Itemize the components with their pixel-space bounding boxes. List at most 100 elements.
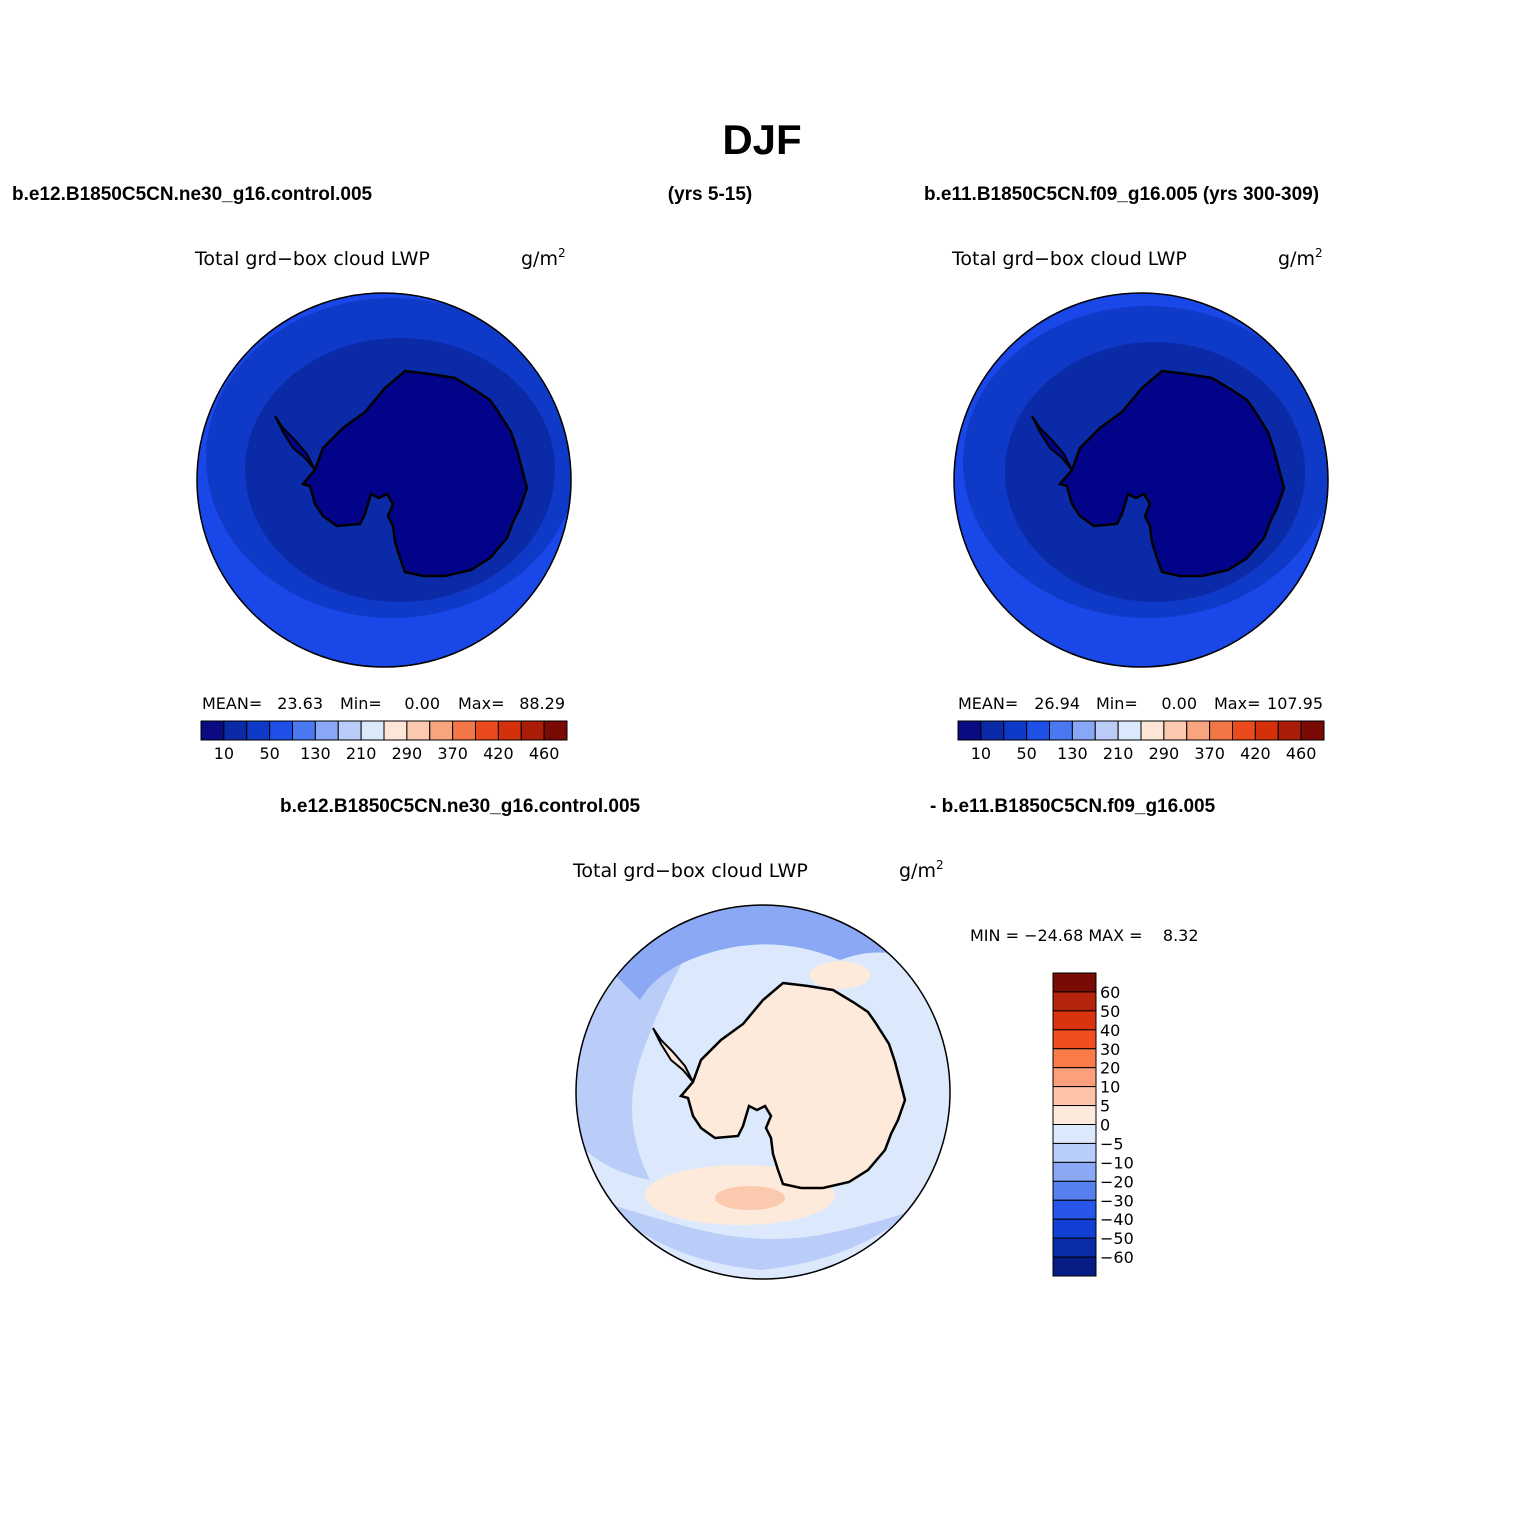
colorbar-swatch bbox=[1052, 1086, 1097, 1107]
colorbar-tick-label: 0 bbox=[1100, 1116, 1110, 1135]
colorbar-swatch bbox=[314, 720, 339, 741]
map-comparison bbox=[954, 293, 1328, 667]
colorbar-tick-label: 460 bbox=[1286, 744, 1317, 763]
svg-text:Max=: Max= bbox=[1214, 694, 1260, 713]
colorbar-swatch bbox=[957, 720, 982, 741]
map-control-border bbox=[196, 292, 572, 668]
colorbar-swatch bbox=[429, 720, 454, 741]
left-case-label: b.e12.B1850C5CN.ne30_g16.control.005 bbox=[12, 184, 373, 205]
colorbar-tick-label: 20 bbox=[1100, 1059, 1120, 1078]
colorbar-tick-label: −30 bbox=[1100, 1191, 1134, 1210]
colorbar-swatch bbox=[292, 720, 316, 741]
colorbar-comparison: 10 50 130 210 290 370 420 460 bbox=[957, 720, 1325, 763]
panel-control-variable: Total grd−box cloud LWP bbox=[194, 248, 430, 270]
colorbar-swatch bbox=[337, 720, 362, 741]
colorbar-tick-label: −40 bbox=[1100, 1210, 1134, 1229]
colorbar-tick-label: 460 bbox=[529, 744, 560, 763]
diff-left-label: b.e12.B1850C5CN.ne30_g16.control.005 bbox=[280, 796, 641, 817]
colorbar-tick-label: 290 bbox=[1149, 744, 1180, 763]
colorbar-tick-label: 10 bbox=[1100, 1078, 1120, 1097]
colorbar-tick-label: 210 bbox=[346, 744, 377, 763]
colorbar-tick-label: −60 bbox=[1100, 1248, 1134, 1267]
colorbar-swatch bbox=[1026, 720, 1050, 741]
colorbar-swatch bbox=[1052, 1010, 1097, 1031]
colorbar-swatch bbox=[1209, 720, 1233, 741]
svg-text:0.00: 0.00 bbox=[404, 694, 440, 713]
colorbar-tick-label: 370 bbox=[1194, 744, 1225, 763]
colorbar-tick-label: 40 bbox=[1100, 1021, 1120, 1040]
colorbar-tick-label: −50 bbox=[1100, 1229, 1134, 1248]
panel-control-units: g/m2 bbox=[521, 246, 566, 270]
colorbar-tick-label: 50 bbox=[1016, 744, 1036, 763]
colorbar-swatch bbox=[1052, 991, 1097, 1012]
colorbar-swatch bbox=[1052, 1105, 1097, 1125]
right-case-label: b.e11.B1850C5CN.f09_g16.005 (yrs 300-309… bbox=[924, 184, 1319, 205]
colorbar-tick-label: 290 bbox=[392, 744, 423, 763]
panel-difference-variable: Total grd−box cloud LWP bbox=[572, 860, 808, 882]
colorbar-swatch bbox=[383, 720, 408, 741]
left-years-label: (yrs 5-15) bbox=[668, 184, 753, 205]
colorbar-swatch bbox=[1163, 720, 1188, 741]
map-control bbox=[197, 293, 571, 667]
colorbar-swatch bbox=[497, 720, 522, 741]
svg-text:23.63: 23.63 bbox=[277, 694, 323, 713]
colorbar-tick-label: 370 bbox=[437, 744, 468, 763]
colorbar-swatch bbox=[1140, 720, 1165, 741]
map-difference-south-band bbox=[600, 1200, 915, 1270]
map-difference-north-warm bbox=[810, 961, 870, 989]
colorbar-swatch bbox=[269, 720, 293, 741]
colorbar-swatch bbox=[1071, 720, 1096, 741]
colorbar-tick-label: 50 bbox=[259, 744, 279, 763]
colorbar-swatch bbox=[1052, 1199, 1097, 1220]
colorbar-swatch bbox=[1052, 1142, 1097, 1163]
colorbar-tick-label: 130 bbox=[1057, 744, 1088, 763]
colorbar-swatch bbox=[1117, 720, 1142, 741]
colorbar-swatch bbox=[1094, 720, 1119, 741]
map-difference-ross-warm-core bbox=[715, 1186, 785, 1210]
colorbar-tick-label: 60 bbox=[1100, 983, 1120, 1002]
svg-text:Min=: Min= bbox=[340, 694, 382, 713]
colorbar-swatch bbox=[1186, 720, 1211, 741]
colorbar-swatch bbox=[1049, 720, 1073, 741]
svg-text:MEAN=: MEAN= bbox=[202, 694, 262, 713]
svg-text:0.00: 0.00 bbox=[1161, 694, 1197, 713]
panel-difference-minmax: MIN = −24.68 MAX = 8.32 bbox=[970, 926, 1199, 945]
colorbar-tick-label: −5 bbox=[1100, 1134, 1124, 1153]
svg-text:88.29: 88.29 bbox=[519, 694, 565, 713]
colorbar-tick-label: −10 bbox=[1100, 1153, 1134, 1172]
map-difference-border bbox=[575, 904, 951, 1280]
colorbar-tick-label: 420 bbox=[1240, 744, 1271, 763]
panel-comparison-stats: MEAN= 26.94 Min= 0.00 Max= 107.95 bbox=[958, 694, 1323, 713]
map-difference bbox=[576, 905, 950, 1279]
svg-text:Max=: Max= bbox=[458, 694, 504, 713]
svg-text:MEAN=: MEAN= bbox=[958, 694, 1018, 713]
colorbar-tick-label: −20 bbox=[1100, 1172, 1134, 1191]
colorbar-swatch bbox=[1052, 1067, 1097, 1088]
colorbar-swatch bbox=[1300, 720, 1325, 741]
map-difference-west-ocean bbox=[576, 930, 700, 1180]
colorbar-swatch bbox=[1052, 1161, 1097, 1182]
panel-comparison: Total grd−box cloud LWP g/m2 MEAN= 26.94… bbox=[951, 246, 1329, 763]
panel-control-stats: MEAN= 23.63 Min= 0.00 Max= 88.29 bbox=[202, 694, 565, 713]
colorbar-swatch bbox=[543, 720, 568, 741]
colorbar-swatch bbox=[520, 720, 545, 741]
colorbar-swatch bbox=[1052, 972, 1097, 993]
svg-text:26.94: 26.94 bbox=[1034, 694, 1080, 713]
colorbar-control: 10 50 130 210 290 370 420 460 bbox=[200, 720, 568, 763]
colorbar-swatch bbox=[1052, 1256, 1097, 1277]
map-comparison-border bbox=[953, 292, 1329, 668]
panel-comparison-units: g/m2 bbox=[1278, 246, 1323, 270]
colorbar-swatch bbox=[406, 720, 431, 741]
colorbar-swatch bbox=[1277, 720, 1302, 741]
colorbar-swatch bbox=[1052, 1029, 1097, 1050]
colorbar-tick-label: 50 bbox=[1100, 1002, 1120, 1021]
main-title: DJF bbox=[722, 116, 801, 163]
colorbar-swatch bbox=[1052, 1124, 1097, 1144]
colorbar-swatch bbox=[475, 720, 499, 741]
colorbar-tick-label: 210 bbox=[1103, 744, 1134, 763]
colorbar-swatch bbox=[1052, 1180, 1097, 1201]
colorbar-tick-label: 10 bbox=[214, 744, 234, 763]
colorbar-tick-label: 5 bbox=[1100, 1097, 1110, 1116]
colorbar-swatch bbox=[1052, 1237, 1097, 1258]
